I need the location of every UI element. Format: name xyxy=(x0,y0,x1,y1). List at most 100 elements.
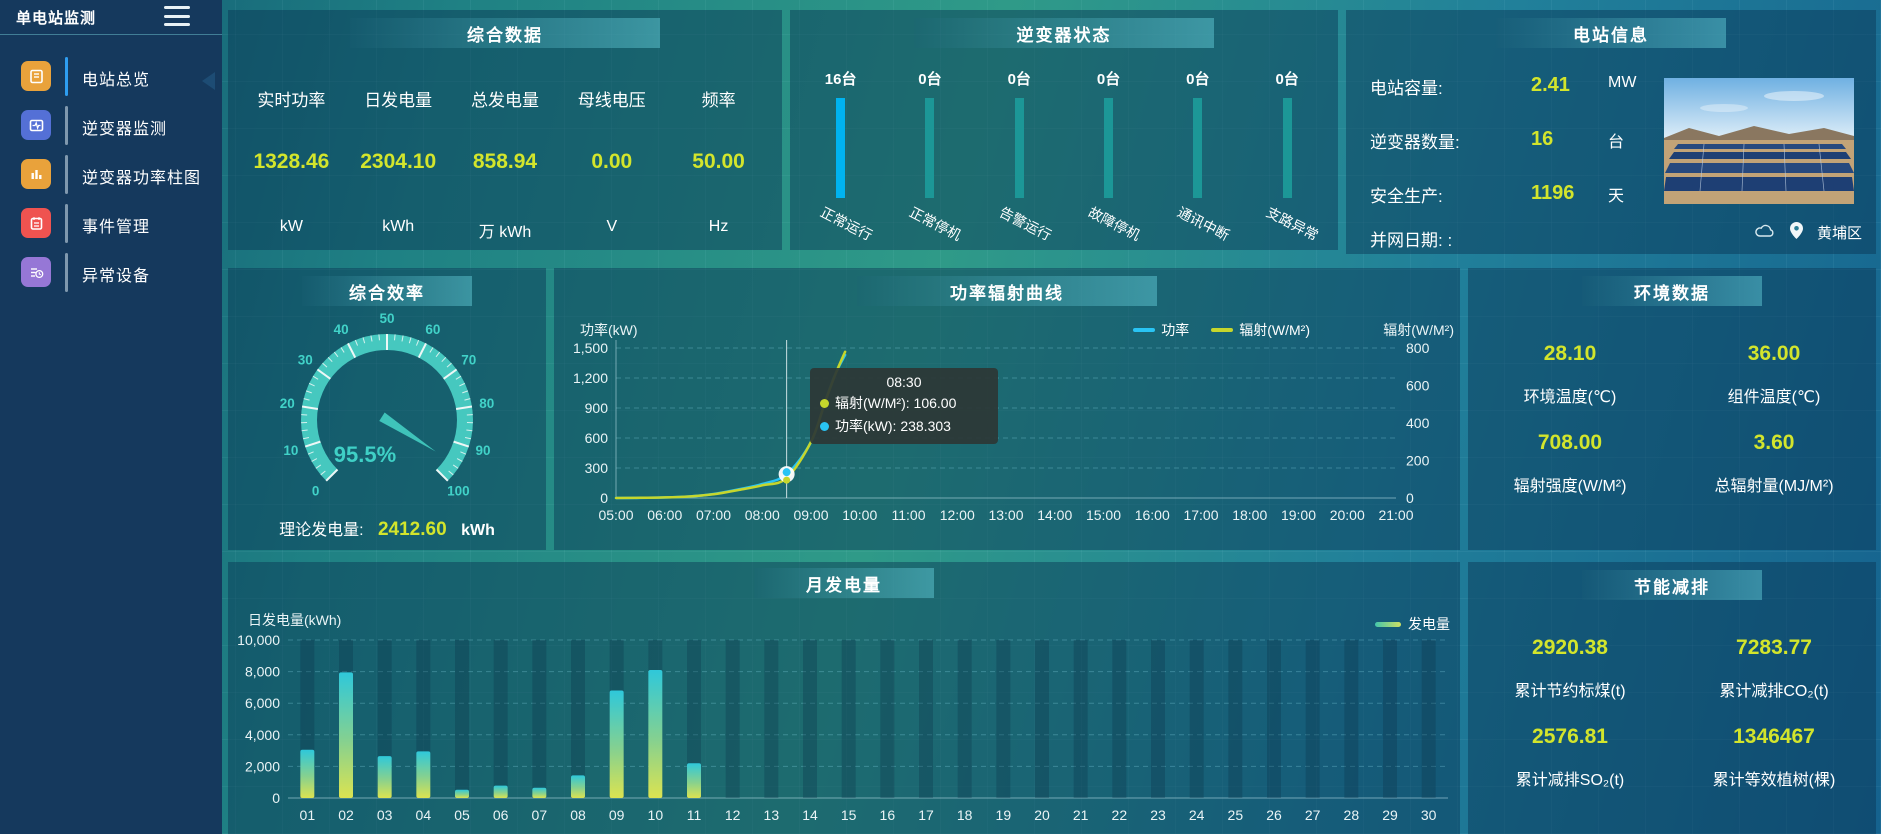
kv-value: 28.10 xyxy=(1543,342,1597,365)
metric-value: 50.00 xyxy=(692,150,745,173)
sidebar-item-abnormal-devices[interactable]: 异常设备 xyxy=(0,248,222,297)
svg-text:17:00: 17:00 xyxy=(1183,507,1218,523)
efficiency-footer: 理论发电量: 2412.60 kWh xyxy=(228,516,546,541)
row-label: 电站容量: xyxy=(1370,79,1443,98)
metric-unit: V xyxy=(606,218,618,235)
svg-text:21:00: 21:00 xyxy=(1378,507,1413,523)
svg-text:95.5%: 95.5% xyxy=(334,442,396,467)
panel-title: 电站信息 xyxy=(1573,25,1649,45)
status-count: 0台 xyxy=(1007,71,1031,88)
monthly-generation-chart[interactable]: 0 2,000 4,000 6,000 8,000 10,000 01 02 03 04 05 06 0… xyxy=(228,562,1460,834)
svg-text:13: 13 xyxy=(764,807,780,823)
kv-label: 累计节约标煤(t) xyxy=(1514,683,1626,700)
status-label: 故障停机 xyxy=(1085,203,1143,244)
legend-label: 功率 xyxy=(1161,322,1190,338)
env-module-temp: 36.00 组件温度(℃) xyxy=(1672,342,1876,407)
line-chart-legend: 功率 辐射(W/M²) xyxy=(1133,320,1310,340)
svg-text:0: 0 xyxy=(312,483,320,498)
hamburger-menu-icon[interactable] xyxy=(164,6,190,26)
svg-text:50: 50 xyxy=(379,311,394,326)
app-title: 单电站监测 xyxy=(16,10,97,27)
svg-text:300: 300 xyxy=(585,460,609,476)
status-bar xyxy=(925,98,935,198)
sidebar-item-inverter-power-bars[interactable]: 逆变器功率柱图 xyxy=(0,150,222,199)
status-count: 0台 xyxy=(1186,71,1210,88)
panel-energy-saving: 节能减排 2920.38 累计节约标煤(t) 7283.77 累计减排CO₂(t) … xyxy=(1468,562,1876,834)
kv-label: 累计减排SO₂(t) xyxy=(1515,772,1625,789)
sidebar-item-station-overview[interactable]: 电站总览 xyxy=(0,52,222,101)
power-radiation-chart[interactable]: 0 300 600 900 1,200 1,500 0 200 400 600 800 05:00 06… xyxy=(554,268,1460,550)
status-bar xyxy=(1014,98,1024,198)
status-label: 告警运行 xyxy=(996,203,1054,244)
sidebar-item-event-management[interactable]: 事件管理 xyxy=(0,199,222,248)
panel-title-strip: 环境数据 xyxy=(1582,276,1762,306)
kv-value: 36.00 xyxy=(1747,342,1801,365)
env-total-radiation: 3.60 总辐射量(MJ/M²) xyxy=(1672,431,1876,496)
saving-co2: 7283.77 累计减排CO₂(t) xyxy=(1672,636,1876,701)
status-label: 正常停机 xyxy=(907,203,965,244)
legend-item-power[interactable]: 功率 xyxy=(1133,320,1189,340)
panel-title: 综合数据 xyxy=(467,25,543,45)
svg-text:20: 20 xyxy=(280,396,295,411)
bar-chart-legend[interactable]: 发电量 xyxy=(1375,614,1450,634)
svg-text:10,000: 10,000 xyxy=(237,632,280,648)
row-unit: 天 xyxy=(1608,188,1625,205)
status-bar xyxy=(1193,98,1203,198)
environment-grid: 28.10 环境温度(℃) 36.00 组件温度(℃) 708.00 辐射强度(W/M… xyxy=(1468,342,1876,520)
metric-value: 2304.10 xyxy=(360,150,437,173)
svg-text:80: 80 xyxy=(479,396,494,411)
panel-title-strip: 综合数据 xyxy=(350,18,660,48)
tooltip-time: 08:30 xyxy=(886,374,922,390)
svg-text:600: 600 xyxy=(585,430,609,446)
saving-trees: 1346467 累计等效植树(棵) xyxy=(1672,725,1876,790)
radiation-dot xyxy=(820,398,829,408)
svg-text:11: 11 xyxy=(687,807,702,823)
saving-grid: 2920.38 累计节约标煤(t) 7283.77 累计减排CO₂(t) 2576.… xyxy=(1468,636,1876,814)
sidebar-item-inverter-monitor[interactable]: 逆变器监测 xyxy=(0,101,222,150)
svg-text:03: 03 xyxy=(377,807,393,823)
station-grid-date-row: 并网日期: : xyxy=(1370,226,1452,251)
weather-cloud-icon[interactable] xyxy=(1754,223,1776,243)
sidebar-collapse-arrow[interactable] xyxy=(202,72,215,90)
panel-efficiency: 综合效率 0 10 20 30 40 50 60 70 80 90 100 95.5% 理论发电量: … xyxy=(228,268,546,550)
svg-text:400: 400 xyxy=(1406,415,1430,431)
station-geo-row: 黄埔区 xyxy=(1754,222,1862,243)
saving-coal: 2920.38 累计节约标煤(t) xyxy=(1468,636,1672,701)
svg-text:06:00: 06:00 xyxy=(647,507,682,523)
svg-text:40: 40 xyxy=(334,322,349,337)
status-label: 通讯中断 xyxy=(1175,203,1233,244)
panel-environment: 环境数据 28.10 环境温度(℃) 36.00 组件温度(℃) 708.00 辐射强… xyxy=(1468,268,1876,550)
status-count: 0台 xyxy=(918,71,942,88)
station-inverter-count-row: 逆变器数量: 16 台 xyxy=(1370,128,1624,153)
svg-text:07:00: 07:00 xyxy=(696,507,731,523)
kv-label: 组件温度(℃) xyxy=(1727,389,1821,406)
svg-text:19:00: 19:00 xyxy=(1281,507,1316,523)
svg-text:10:00: 10:00 xyxy=(842,507,877,523)
svg-text:17: 17 xyxy=(918,807,934,823)
station-location: 黄埔区 xyxy=(1816,225,1862,242)
svg-text:14: 14 xyxy=(802,807,818,823)
svg-text:20:00: 20:00 xyxy=(1330,507,1365,523)
svg-text:08: 08 xyxy=(570,807,586,823)
metric-label: 母线电压 xyxy=(577,91,646,110)
sidebar-menu: 电站总览 逆变器监测 逆变器功率柱图 事 xyxy=(0,52,222,297)
panel-station-info: 电站信息 电站容量: 2.41 MW 逆变器数量: 16 台 安全生产: 119… xyxy=(1346,10,1876,254)
status-normal-stopped: 0台 正常停机 xyxy=(885,68,974,252)
summary-values-row: 1328.46 2304.10 858.94 0.00 50.00 xyxy=(238,150,772,174)
panel-summary: 综合数据 实时功率 日发电量 总发电量 母线电压 频率 1328.46 2304… xyxy=(228,10,782,250)
panel-title: 节能减排 xyxy=(1634,577,1710,597)
metric-label: 日发电量 xyxy=(364,91,433,110)
svg-text:70: 70 xyxy=(461,353,476,368)
status-count: 16台 xyxy=(824,71,857,88)
svg-text:600: 600 xyxy=(1406,378,1430,394)
sidebar-item-label: 逆变器功率柱图 xyxy=(82,170,202,187)
footer-value: 2412.60 xyxy=(377,519,447,540)
status-label: 正常运行 xyxy=(817,203,875,244)
saving-so2: 2576.81 累计减排SO₂(t) xyxy=(1468,725,1672,790)
svg-text:22: 22 xyxy=(1112,807,1128,823)
svg-text:01: 01 xyxy=(300,807,316,823)
legend-item-radiation[interactable]: 辐射(W/M²) xyxy=(1211,320,1310,340)
metric-unit: kW xyxy=(279,218,303,235)
location-pin-icon[interactable] xyxy=(1789,222,1803,243)
bar-axis-name: 日发电量(kWh) xyxy=(248,612,342,628)
